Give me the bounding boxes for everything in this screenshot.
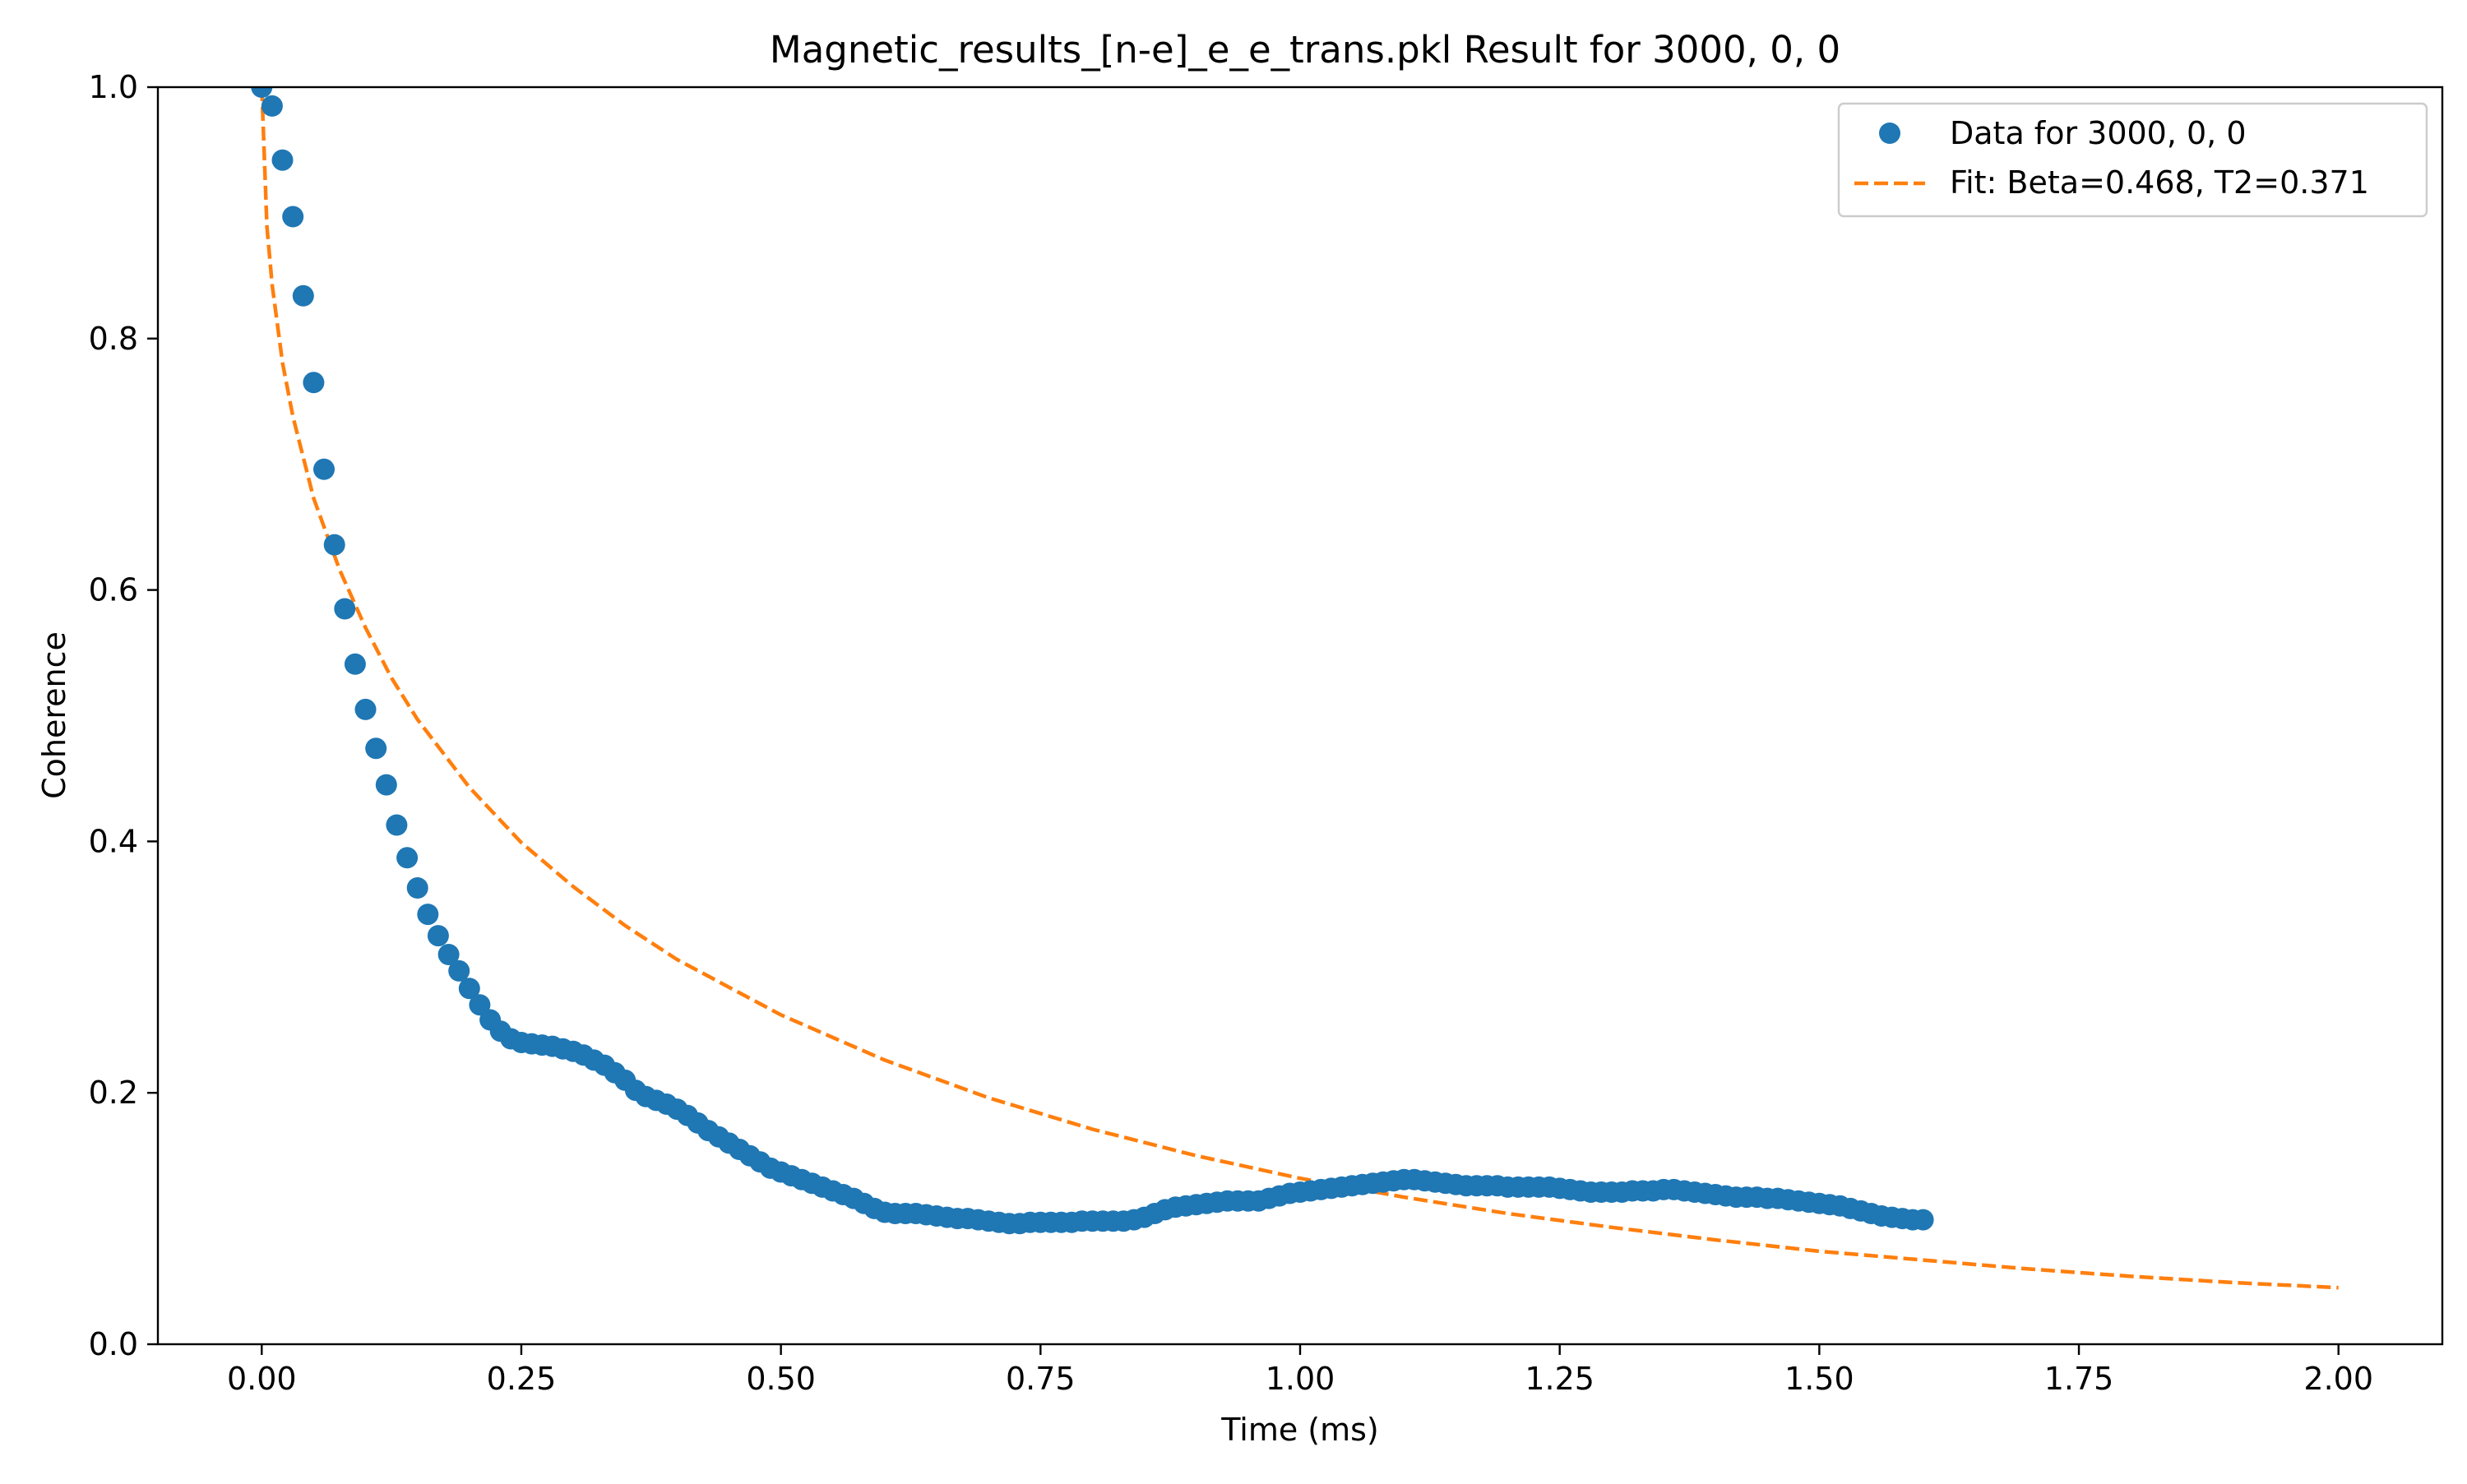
data-point: [365, 737, 387, 760]
data-point: [406, 877, 428, 899]
legend-box: [1837, 102, 2428, 218]
fit-series: [260, 87, 2339, 1290]
data-point: [386, 814, 408, 836]
x-tick-label: 1.75: [2044, 1361, 2114, 1397]
data-point: [313, 458, 335, 480]
x-tick-label: 2.00: [2303, 1361, 2373, 1397]
x-tick-label: 0.75: [1006, 1361, 1076, 1397]
y-tick-label: 0.8: [89, 321, 138, 357]
x-tick-label: 0.50: [746, 1361, 816, 1397]
legend-data-label: Data for 3000, 0, 0: [1950, 115, 2247, 151]
x-tick-label: 1.00: [1266, 1361, 1335, 1397]
y-tick-label: 0.6: [89, 572, 138, 608]
x-tick-label: 1.25: [1525, 1361, 1595, 1397]
plot-frame: [156, 86, 2444, 1346]
data-point: [417, 904, 439, 926]
data-point: [271, 149, 294, 171]
x-tick-label: 0.00: [227, 1361, 297, 1397]
fit-line: [260, 87, 2339, 1290]
legend-data-marker: [1879, 123, 1900, 144]
x-axis: 0.00 0.25 0.50 0.75 1.00 1.25 1.50 1.75 2.00: [227, 1344, 2373, 1397]
y-tick-label: 1.0: [89, 69, 138, 105]
data-point: [437, 944, 460, 965]
chart-title: Magnetic_results_[n-e]_e_e_trans.pkl Res…: [770, 28, 1840, 72]
y-axis: 0.0 0.2 0.4 0.6 0.8 1.0: [89, 69, 158, 1362]
data-point: [469, 994, 491, 1016]
y-tick-label: 0.2: [89, 1075, 138, 1111]
data-point: [344, 653, 366, 675]
data-point: [396, 847, 419, 869]
data-point: [251, 87, 273, 98]
data-series: [251, 87, 1934, 1235]
data-point: [458, 978, 480, 1000]
legend: Data for 3000, 0, 0 Fit: Beta=0.468, T2=…: [1837, 102, 2428, 218]
y-tick-label: 0.4: [89, 823, 138, 859]
data-point: [292, 284, 314, 307]
data-point: [303, 372, 325, 394]
data-point: [334, 598, 356, 620]
data-point: [375, 774, 397, 796]
data-point: [354, 698, 377, 720]
data-point: [323, 534, 345, 556]
data-point: [261, 95, 283, 117]
data-point: [427, 925, 449, 947]
data-point: [1912, 1209, 1934, 1231]
x-tick-label: 1.50: [1784, 1361, 1854, 1397]
data-point: [282, 206, 304, 228]
data-point: [448, 959, 470, 982]
x-tick-label: 0.25: [487, 1361, 557, 1397]
y-tick-label: 0.0: [89, 1326, 138, 1362]
legend-fit-label: Fit: Beta=0.468, T2=0.371: [1950, 164, 2369, 201]
y-axis-label: Coherence: [36, 631, 72, 799]
x-axis-label: Time (ms): [1220, 1412, 1379, 1448]
